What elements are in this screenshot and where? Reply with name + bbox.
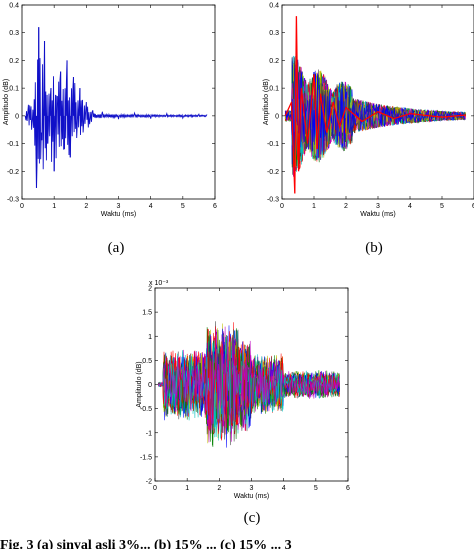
y-tick-label-b: 0.1 bbox=[269, 86, 279, 93]
overlay-trace-c bbox=[157, 334, 340, 438]
y-tick-label-a: 0 bbox=[15, 113, 19, 120]
x-tick-label-a: 5 bbox=[181, 203, 185, 210]
y-exponent-label-c: x 10⁻³ bbox=[149, 280, 169, 287]
x-tick-label-a: 3 bbox=[117, 203, 121, 210]
x-tick-label-a: 0 bbox=[20, 203, 24, 210]
plot-frame-b bbox=[281, 4, 474, 200]
overlay-trace-c bbox=[158, 326, 340, 431]
y-tick-label-b: -0.1 bbox=[267, 141, 279, 148]
plot-frame-a bbox=[21, 4, 216, 200]
y-axis-label-b: Amplitudo (dB) bbox=[263, 79, 270, 125]
x-tick-label-c: 6 bbox=[346, 485, 350, 492]
x-tick-label-a: 1 bbox=[52, 203, 56, 210]
y-tick-label-c: -2 bbox=[146, 479, 152, 486]
y-tick-label-c: 1.5 bbox=[142, 310, 152, 317]
caption-c: (c) bbox=[243, 510, 261, 526]
series-line-a bbox=[24, 27, 208, 188]
y-tick-label-a: 0.2 bbox=[9, 58, 19, 65]
x-axis-label-c: Waktu (ms) bbox=[234, 493, 270, 500]
y-axis-label-a: Amplitudo (dB) bbox=[3, 79, 10, 125]
x-axis-label-a: Waktu (ms) bbox=[101, 211, 137, 218]
y-tick-label-b: 0.4 bbox=[269, 3, 279, 10]
overlay-trace-b bbox=[284, 59, 466, 158]
y-tick-label-a: 0.3 bbox=[9, 30, 19, 37]
x-tick-label-c: 0 bbox=[153, 485, 157, 492]
x-tick-label-c: 5 bbox=[314, 485, 318, 492]
y-tick-label-a: 0.4 bbox=[9, 3, 19, 10]
figure-caption-cut: Fig. 3 (a) sinyal asli 3%... (b) 15% ...… bbox=[0, 538, 292, 549]
x-tick-label-a: 4 bbox=[149, 203, 153, 210]
x-tick-label-b: 0 bbox=[280, 203, 284, 210]
x-tick-label-c: 2 bbox=[217, 485, 221, 492]
y-tick-label-c: -1 bbox=[146, 430, 152, 437]
x-tick-label-b: 1 bbox=[312, 203, 316, 210]
plot-a: 0 1 2 3 4 5 6 -0.3 -0.2 -0.1 0 0.1 0.2 0.3 0.4 Waktu (m… bbox=[3, 3, 217, 219]
y-tick-label-a: -0.3 bbox=[7, 197, 19, 204]
overlay-trace-c bbox=[157, 329, 340, 443]
y-tick-label-a: 0.1 bbox=[9, 86, 19, 93]
x-tick-label-c: 3 bbox=[250, 485, 254, 492]
x-axis-label-b: Waktu (ms) bbox=[360, 211, 396, 218]
y-axis-label-c: Amplitudo (dB) bbox=[136, 361, 143, 407]
y-tick-label-a: -0.1 bbox=[7, 141, 19, 148]
y-tick-label-c: 0.5 bbox=[142, 358, 152, 365]
y-tick-label-b: -0.2 bbox=[267, 169, 279, 176]
plot-b: 0 1 2 3 4 5 6 -0.3 -0.2 -0.1 0 0.1 0.2 0.3 0.4 Waktu (m… bbox=[263, 3, 474, 218]
x-tick-label-b: 2 bbox=[344, 203, 348, 210]
y-tick-label-b: 0.2 bbox=[269, 58, 279, 65]
y-tick-label-b: 0.3 bbox=[269, 30, 279, 37]
x-tick-label-c: 1 bbox=[185, 485, 189, 492]
caption-b: (b) bbox=[365, 240, 383, 256]
x-tick-label-b: 3 bbox=[376, 203, 380, 210]
y-tick-label-a: -0.2 bbox=[7, 169, 19, 176]
y-tick-label-b: -0.3 bbox=[267, 197, 279, 204]
x-tick-label-a: 2 bbox=[84, 203, 88, 210]
x-tick-label-b: 6 bbox=[472, 203, 474, 210]
x-tick-label-c: 4 bbox=[282, 485, 286, 492]
y-tick-label-c: -0.5 bbox=[140, 406, 152, 413]
y-tick-label-c: 1 bbox=[148, 334, 152, 341]
y-tick-label-b: 0 bbox=[275, 113, 279, 120]
y-tick-label-c: 0 bbox=[148, 382, 152, 389]
caption-a: (a) bbox=[107, 240, 125, 256]
plot-c: 0 1 2 3 4 5 6 -2 -1.5 -1 -0.5 0 0.5 1 1.5 2 Waktu (ms) Am… bbox=[136, 280, 350, 500]
highlight-trace-b bbox=[284, 16, 467, 194]
plot-frame-c bbox=[154, 287, 349, 482]
y-tick-label-c: -1.5 bbox=[140, 454, 152, 461]
x-tick-label-b: 4 bbox=[408, 203, 412, 210]
y-tick-label-c: 2 bbox=[148, 286, 152, 293]
x-tick-label-b: 5 bbox=[440, 203, 444, 210]
x-tick-label-a: 6 bbox=[213, 203, 217, 210]
